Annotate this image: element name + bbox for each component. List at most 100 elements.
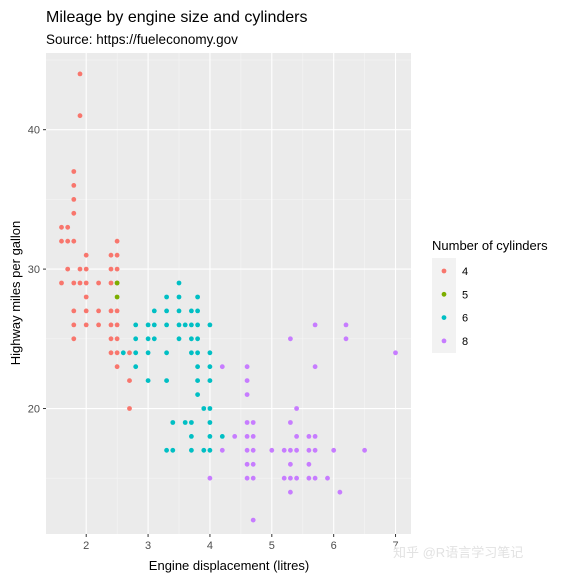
legend: 4 5 6 8	[432, 258, 468, 353]
data-point-6cyl	[207, 434, 213, 439]
data-point-4cyl	[96, 280, 101, 286]
data-point-6cyl	[201, 406, 207, 411]
data-point-8cyl	[288, 420, 293, 425]
data-point-8cyl	[331, 447, 337, 453]
chart-subtitle: Source: https://fueleconomy.gov	[46, 32, 238, 47]
data-point-8cyl	[244, 420, 250, 425]
data-point-4cyl	[71, 210, 77, 216]
legend-key-background	[432, 258, 456, 353]
data-point-6cyl	[195, 378, 201, 383]
data-point-6cyl	[195, 350, 201, 356]
data-point-6cyl	[120, 350, 126, 356]
data-point-4cyl	[114, 336, 120, 342]
data-point-4cyl	[77, 113, 83, 119]
data-point-6cyl	[189, 420, 194, 425]
data-point-8cyl	[312, 475, 318, 481]
x-axis-title: Engine displacement (litres)	[149, 558, 309, 573]
data-point-6cyl	[145, 378, 151, 383]
data-point-4cyl	[83, 322, 89, 328]
data-point-4cyl	[65, 224, 71, 230]
x-axis: 2 3 4 5 6 7	[83, 534, 399, 552]
data-point-6cyl	[207, 420, 213, 425]
data-point-4cyl	[108, 322, 114, 328]
data-point-6cyl	[207, 322, 213, 328]
data-point-6cyl	[164, 378, 170, 383]
data-point-4cyl	[71, 336, 77, 342]
data-point-8cyl	[288, 489, 293, 495]
data-point-6cyl	[182, 322, 188, 328]
x-tick-label: 5	[269, 540, 275, 552]
data-point-6cyl	[151, 308, 157, 314]
x-tick-label: 2	[83, 540, 89, 552]
data-point-6cyl	[151, 336, 157, 342]
data-point-6cyl	[219, 434, 225, 439]
legend-title: Number of cylinders	[432, 238, 548, 253]
y-axis-title: Highway miles per gallon	[8, 221, 23, 366]
plot-panel	[46, 53, 411, 534]
data-point-8cyl	[250, 420, 256, 425]
data-point-8cyl	[244, 475, 250, 481]
data-point-6cyl	[151, 322, 157, 328]
data-point-6cyl	[170, 420, 176, 425]
data-point-4cyl	[108, 252, 114, 258]
data-point-4cyl	[59, 280, 64, 286]
data-point-4cyl	[114, 238, 120, 244]
data-point-4cyl	[127, 378, 132, 383]
data-point-6cyl	[189, 308, 194, 314]
data-point-6cyl	[189, 447, 194, 453]
data-point-4cyl	[96, 322, 101, 328]
legend-key-8cyl	[441, 338, 447, 344]
data-point-8cyl	[288, 447, 293, 453]
data-point-8cyl	[343, 336, 349, 342]
data-point-4cyl	[108, 336, 114, 342]
y-tick-label: 30	[28, 264, 40, 276]
data-point-8cyl	[288, 475, 293, 481]
data-point-4cyl	[114, 322, 120, 328]
data-point-6cyl	[189, 336, 194, 342]
data-point-8cyl	[288, 461, 293, 467]
data-points	[59, 71, 398, 523]
legend-label-8cyl: 8	[462, 336, 468, 348]
data-point-6cyl	[207, 350, 213, 356]
data-point-6cyl	[189, 350, 194, 356]
data-point-8cyl	[306, 461, 312, 467]
data-point-6cyl	[195, 364, 201, 370]
data-point-8cyl	[312, 322, 318, 328]
data-point-4cyl	[83, 280, 89, 286]
data-point-8cyl	[244, 447, 250, 453]
data-point-6cyl	[133, 322, 139, 328]
data-point-6cyl	[207, 447, 213, 453]
data-point-4cyl	[77, 266, 83, 272]
y-tick-label: 40	[28, 125, 40, 137]
data-point-4cyl	[96, 308, 101, 314]
data-point-4cyl	[71, 197, 77, 202]
data-point-6cyl	[189, 322, 194, 328]
data-point-4cyl	[83, 294, 89, 300]
data-point-8cyl	[250, 517, 256, 523]
y-axis: 20 30 40	[28, 125, 46, 416]
data-point-8cyl	[312, 447, 318, 453]
data-point-6cyl	[164, 447, 170, 453]
data-point-4cyl	[77, 280, 83, 286]
data-point-4cyl	[71, 238, 77, 244]
data-point-6cyl	[195, 322, 201, 328]
data-point-6cyl	[145, 336, 151, 342]
data-point-5cyl	[114, 294, 120, 300]
data-point-8cyl	[244, 434, 250, 439]
chart-title: Mileage by engine size and cylinders	[46, 9, 307, 26]
data-point-6cyl	[164, 294, 170, 300]
data-point-8cyl	[294, 406, 299, 411]
data-point-6cyl	[176, 294, 182, 300]
data-point-6cyl	[145, 322, 151, 328]
data-point-4cyl	[108, 280, 114, 286]
data-point-6cyl	[207, 364, 213, 370]
legend-key-4cyl	[441, 268, 447, 274]
data-point-6cyl	[195, 336, 201, 342]
data-point-8cyl	[281, 475, 287, 481]
data-point-8cyl	[294, 434, 299, 439]
data-point-6cyl	[176, 322, 182, 328]
data-point-6cyl	[133, 336, 139, 342]
data-point-4cyl	[108, 266, 114, 272]
data-point-5cyl	[114, 280, 120, 286]
